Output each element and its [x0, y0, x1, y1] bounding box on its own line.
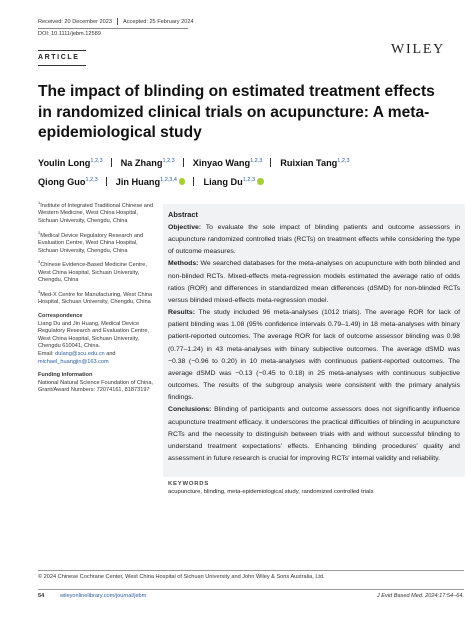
author-name: Ruixian Tang	[280, 158, 338, 169]
abstract-section: Conclusions: Blinding of participants an…	[168, 404, 460, 465]
section-text: To evaluate the sole impact of blinding …	[168, 224, 460, 256]
abstract-heading: Abstract	[168, 210, 198, 219]
author-name: Liang Du	[203, 176, 243, 187]
affiliation-number: 3	[38, 259, 41, 265]
affiliation: 2Medical Device Regulatory Research and …	[38, 229, 156, 256]
keywords-text: acupuncture, blinding, meta-epidemiologi…	[168, 489, 374, 495]
article-title: The impact of blinding on estimated trea…	[38, 83, 435, 141]
author-name: Qiong Guo	[38, 176, 86, 187]
author-affiliations: 1,2,3	[250, 158, 263, 164]
correspondence-heading: Correspondence	[38, 312, 83, 319]
affiliation-text: Institute of Integrated Traditional Chin…	[38, 202, 154, 225]
affiliation: 4Med-X Centre for Manufacturing, West Ch…	[38, 288, 156, 307]
affiliation: 1Institute of Integrated Traditional Chi…	[38, 199, 156, 226]
affiliation-number: 1	[38, 200, 41, 205]
author-name: Xinyao Wang	[192, 158, 251, 169]
dates: Received: 20 December 2023 Accepted: 25 F…	[38, 18, 194, 25]
affiliation-number: 2	[38, 229, 41, 235]
author-name: Na Zhang	[120, 158, 163, 169]
email-link[interactable]: dulang@scu.edu.cn	[55, 350, 105, 357]
author-affiliations: 1,2,3	[337, 158, 350, 164]
author-separator	[105, 176, 107, 186]
email-line: Email: dulang@scu.edu.cn and michael_huan…	[38, 351, 156, 366]
author-separator	[182, 158, 184, 168]
email-label: Email:	[38, 350, 54, 357]
section-text: We searched databases for the meta-analy…	[168, 260, 460, 304]
section-label: Results:	[168, 309, 196, 317]
author-affiliations: 1,2,3	[242, 176, 255, 183]
section-label: Objective:	[168, 224, 202, 231]
side-notes: 1Institute of Integrated Traditional Chi…	[38, 199, 156, 395]
author-list: Youlin Long1,2,3 Na Zhang1,2,3 Xinyao Wang…	[38, 153, 468, 190]
section-label: Conclusions:	[168, 406, 212, 414]
author: Youlin Long1,2,3	[38, 158, 103, 168]
publisher-logo: WILEY	[391, 42, 446, 57]
author: Jin Huang1,2,3,4	[116, 177, 186, 187]
author: Qiong Guo1,2,3	[38, 177, 98, 187]
author-affiliations: 1,2,3,4	[160, 176, 177, 183]
author-separator	[110, 158, 112, 168]
funding-heading: Funding information	[38, 372, 93, 379]
journal-url[interactable]: wileyonlinelibrary.com/journal/jebm	[60, 593, 147, 599]
page-number: 54	[38, 593, 45, 599]
orcid-icon	[257, 178, 264, 185]
author-separator	[193, 176, 195, 186]
affiliation: 3Chinese Evidence-Based Medicine Centre,…	[38, 258, 156, 285]
author-name: Jin Huang	[115, 176, 161, 187]
author: Liang Du1,2,3	[203, 176, 264, 187]
section-label: ARTICLE	[38, 54, 80, 61]
keywords-heading: KEYWORDS	[168, 481, 210, 487]
abstract-section: Results: The study included 96 meta-anal…	[168, 307, 460, 404]
author-name: Youlin Long	[38, 158, 91, 169]
doi: DOI: 10.1111/jebm.12589	[38, 31, 101, 37]
author-affiliations: 1,2,3	[90, 158, 103, 164]
author-separator	[270, 158, 272, 168]
email-connector: and	[106, 350, 116, 357]
abstract-box: Abstract Objective: To evaluate the sole…	[163, 204, 465, 477]
correspondence-text: Liang Du and Jin Huang, Medical Device R…	[38, 320, 150, 350]
abstract-section: Methods: We searched databases for the m…	[168, 258, 460, 307]
section-text: Blinding of participants and outcome ass…	[168, 406, 460, 462]
keywords: KEYWORDS acupuncture, blinding, meta-epi…	[168, 480, 463, 496]
section-text: The study included 96 meta-analyses (101…	[168, 309, 461, 402]
received: Received: 20 December 2023	[38, 18, 113, 25]
affiliation-text: Med-X Centre for Manufacturing, West Chi…	[38, 291, 153, 306]
accepted: Accepted: 25 February 2024	[123, 18, 194, 25]
affiliation-number: 4	[38, 288, 41, 294]
funding-text: National Natural Science Foundation of C…	[38, 379, 154, 394]
abstract-section: Objective: To evaluate the sole impact o…	[168, 222, 460, 258]
email-link[interactable]: michael_huangjin@163.com	[38, 358, 109, 365]
author: Ruixian Tang1,2,3	[280, 158, 349, 168]
author-affiliations: 1,2,3	[162, 158, 175, 164]
affiliation-text: Chinese Evidence-Based Medicine Centre, …	[38, 262, 147, 284]
author: Na Zhang1,2,3	[121, 158, 175, 168]
author-affiliations: 1,2,3	[85, 176, 98, 183]
orcid-icon	[178, 178, 186, 185]
section-label: Methods:	[168, 260, 199, 268]
affiliation-text: Medical Device Regulatory Research and E…	[38, 232, 144, 254]
citation: J Evid Based Med. 2024;17:54–64.	[376, 593, 464, 599]
copyright: © 2024 Chinese Cochrane Center, West Chi…	[38, 574, 325, 580]
author: Xinyao Wang1,2,3	[193, 158, 263, 168]
affiliation-list: 1Institute of Integrated Traditional Chi…	[38, 199, 156, 307]
